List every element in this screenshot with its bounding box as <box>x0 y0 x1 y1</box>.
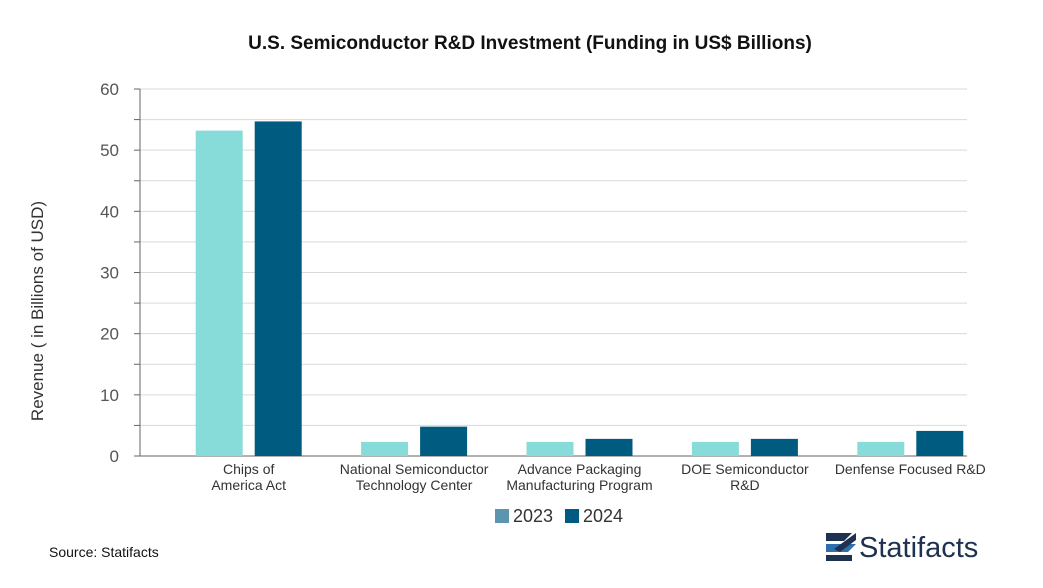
bar-2023-1 <box>361 441 409 456</box>
category-label-3: DOE Semiconductor <box>681 461 809 477</box>
statifacts-logo-icon <box>826 533 856 561</box>
y-tick-label: 10 <box>100 386 119 405</box>
bar-2023-0 <box>195 130 243 457</box>
category-label-0: America Act <box>211 477 286 493</box>
legend-label-2024: 2024 <box>583 506 623 526</box>
y-axis-ticks: 0 10 20 30 40 50 60 <box>100 80 140 466</box>
category-label-0: Chips of <box>223 461 274 477</box>
category-label-1: National Semiconductor <box>340 461 489 477</box>
y-tick-label: 40 <box>100 202 119 221</box>
bar-2024-2 <box>585 438 633 456</box>
y-tick-label: 20 <box>100 325 119 344</box>
category-label-3: R&D <box>730 477 760 493</box>
legend-label-2023: 2023 <box>513 506 553 526</box>
category-label-1: Technology Center <box>356 477 473 493</box>
bar-2023-4 <box>857 441 905 456</box>
bar-2024-0 <box>254 121 302 456</box>
bar-2023-3 <box>691 441 739 456</box>
y-tick-label: 0 <box>110 447 119 466</box>
y-tick-label: 30 <box>100 264 119 283</box>
y-axis-title: Revenue ( in Billions of USD) <box>28 201 47 421</box>
category-label-4: Denfense Focused R&D <box>835 461 986 477</box>
y-tick-label: 50 <box>100 141 119 160</box>
bar-2023-2 <box>526 441 574 456</box>
statifacts-brand-name: Statifacts <box>859 532 978 564</box>
category-label-2: Advance Packaging <box>518 461 642 477</box>
legend: 2023 2024 <box>495 506 623 526</box>
statifacts-logo: Statifacts <box>826 532 978 564</box>
source-note: Source: Statifacts <box>49 544 159 560</box>
chart-title: U.S. Semiconductor R&D Investment (Fundi… <box>248 33 812 54</box>
legend-swatch-2024 <box>565 509 579 523</box>
bar-2024-1 <box>420 426 468 456</box>
bars <box>195 121 964 457</box>
y-tick-label: 60 <box>100 80 119 99</box>
bar-2024-3 <box>750 438 798 456</box>
category-label-2: Manufacturing Program <box>506 477 652 493</box>
bar-2024-4 <box>916 430 964 456</box>
legend-swatch-2023 <box>495 509 509 523</box>
